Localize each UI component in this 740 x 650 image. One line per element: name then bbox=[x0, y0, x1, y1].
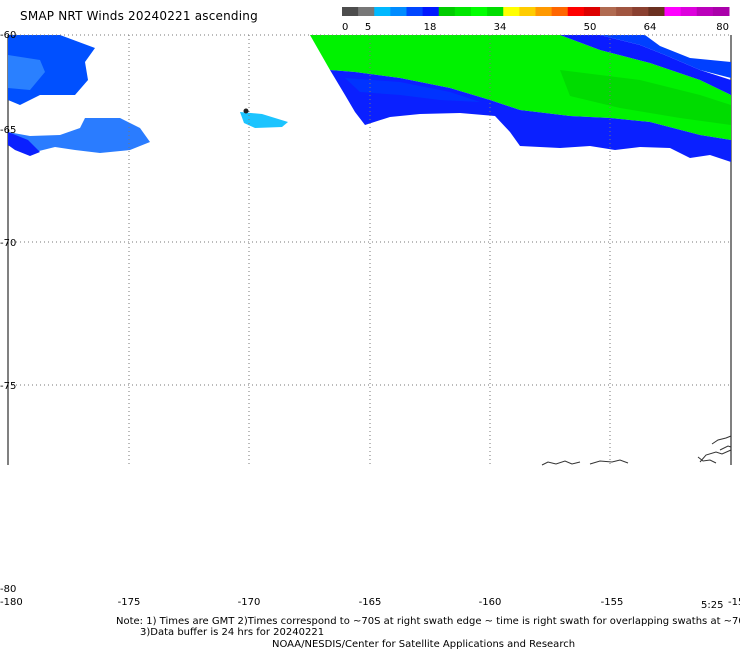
longitude-label: -160 bbox=[479, 597, 502, 608]
swath-upper-blue bbox=[560, 35, 731, 95]
colorbar-cell bbox=[454, 7, 472, 16]
colorbar-cell bbox=[648, 7, 665, 16]
longitude-label: -150 bbox=[728, 597, 740, 608]
longitude-label: -155 bbox=[601, 597, 624, 608]
swath-bright-blue bbox=[8, 55, 45, 90]
colorbar-cell bbox=[438, 7, 456, 16]
colorbar-cell bbox=[632, 7, 649, 16]
swath-green bbox=[310, 35, 731, 140]
colorbar-cell bbox=[519, 7, 536, 16]
longitude-labels: -180 -175 -170 -165 -160 -155 -150 bbox=[0, 597, 740, 608]
colorbar-cell bbox=[358, 7, 375, 16]
colorbar-tick-label: 80 bbox=[716, 22, 729, 33]
colorbar-cell bbox=[390, 7, 407, 16]
colorbar-cell bbox=[600, 7, 617, 16]
latitude-labels: -60 -65 -70 -75 -80 bbox=[0, 30, 16, 595]
latitude-label: -70 bbox=[0, 238, 16, 249]
swath-lower-blue-inner bbox=[345, 78, 480, 102]
colorbar-cell bbox=[567, 7, 585, 16]
colorbar-cell bbox=[696, 7, 714, 16]
longitude-label: -180 bbox=[0, 597, 23, 608]
colorbar-cell bbox=[664, 7, 682, 16]
colorbar-cell bbox=[422, 7, 440, 16]
graticule bbox=[8, 34, 731, 465]
colorbar-cell bbox=[535, 7, 553, 16]
colorbar-tick-label: 64 bbox=[644, 22, 657, 33]
colorbar-cell bbox=[487, 7, 504, 16]
latitude-label: -65 bbox=[0, 125, 16, 136]
wind-swath-left bbox=[8, 35, 288, 156]
longitude-label: -170 bbox=[238, 597, 261, 608]
colorbar-cell bbox=[374, 7, 391, 16]
note-line-3: NOAA/NESDIS/Center for Satellite Applica… bbox=[272, 639, 576, 650]
colorbar-cell bbox=[406, 7, 424, 16]
colorbar-cell bbox=[712, 7, 730, 16]
latitude-label: -80 bbox=[0, 584, 16, 595]
swath-cyan bbox=[240, 112, 288, 128]
colorbar-cell bbox=[503, 7, 520, 16]
note-line-2: 3)Data buffer is 24 hrs for 20240221 bbox=[140, 627, 325, 638]
swath-deep-blue-edge bbox=[8, 132, 40, 156]
colorbar-tick-label: 34 bbox=[494, 22, 507, 33]
wind-swath-right bbox=[310, 35, 731, 162]
swath-blue-lower bbox=[8, 118, 150, 153]
swath-time-label: 5:25 bbox=[701, 600, 724, 611]
swath-dark-green bbox=[560, 70, 731, 125]
colorbar-cell bbox=[471, 7, 488, 16]
colorbar-cell bbox=[583, 7, 601, 16]
note-line-1: Note: 1) Times are GMT 2)Times correspon… bbox=[116, 616, 740, 627]
colorbar-tick-label: 50 bbox=[584, 22, 597, 33]
small-island bbox=[243, 108, 249, 114]
swath-upper-blue-2 bbox=[600, 35, 731, 78]
colorbar-cell bbox=[616, 7, 633, 16]
colorbar-cell bbox=[342, 7, 359, 16]
colorbar-tick-label: 5 bbox=[365, 22, 371, 33]
colorbar-tick-label: 18 bbox=[424, 22, 437, 33]
coastline bbox=[541, 435, 732, 466]
longitude-label: -175 bbox=[118, 597, 141, 608]
latitude-label: -75 bbox=[0, 381, 16, 392]
colorbar-tick-label: 0 bbox=[342, 22, 348, 33]
latitude-label: -60 bbox=[0, 30, 16, 41]
colorbar-cell bbox=[551, 7, 569, 16]
wind-speed-colorbar: 0 5 18 34 50 64 80 bbox=[342, 7, 730, 33]
map-title: SMAP NRT Winds 20240221 ascending bbox=[20, 9, 258, 23]
longitude-label: -165 bbox=[359, 597, 382, 608]
colorbar-cell bbox=[680, 7, 698, 16]
